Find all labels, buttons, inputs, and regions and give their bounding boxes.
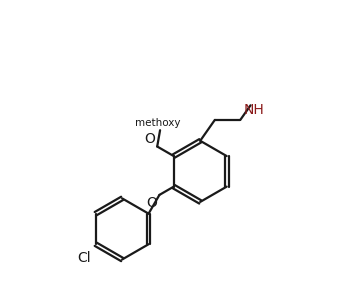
Text: NH: NH	[244, 102, 264, 117]
Text: Cl: Cl	[77, 251, 91, 265]
Text: O: O	[144, 132, 155, 146]
Text: O: O	[146, 196, 157, 210]
Text: methoxy: methoxy	[135, 118, 181, 128]
